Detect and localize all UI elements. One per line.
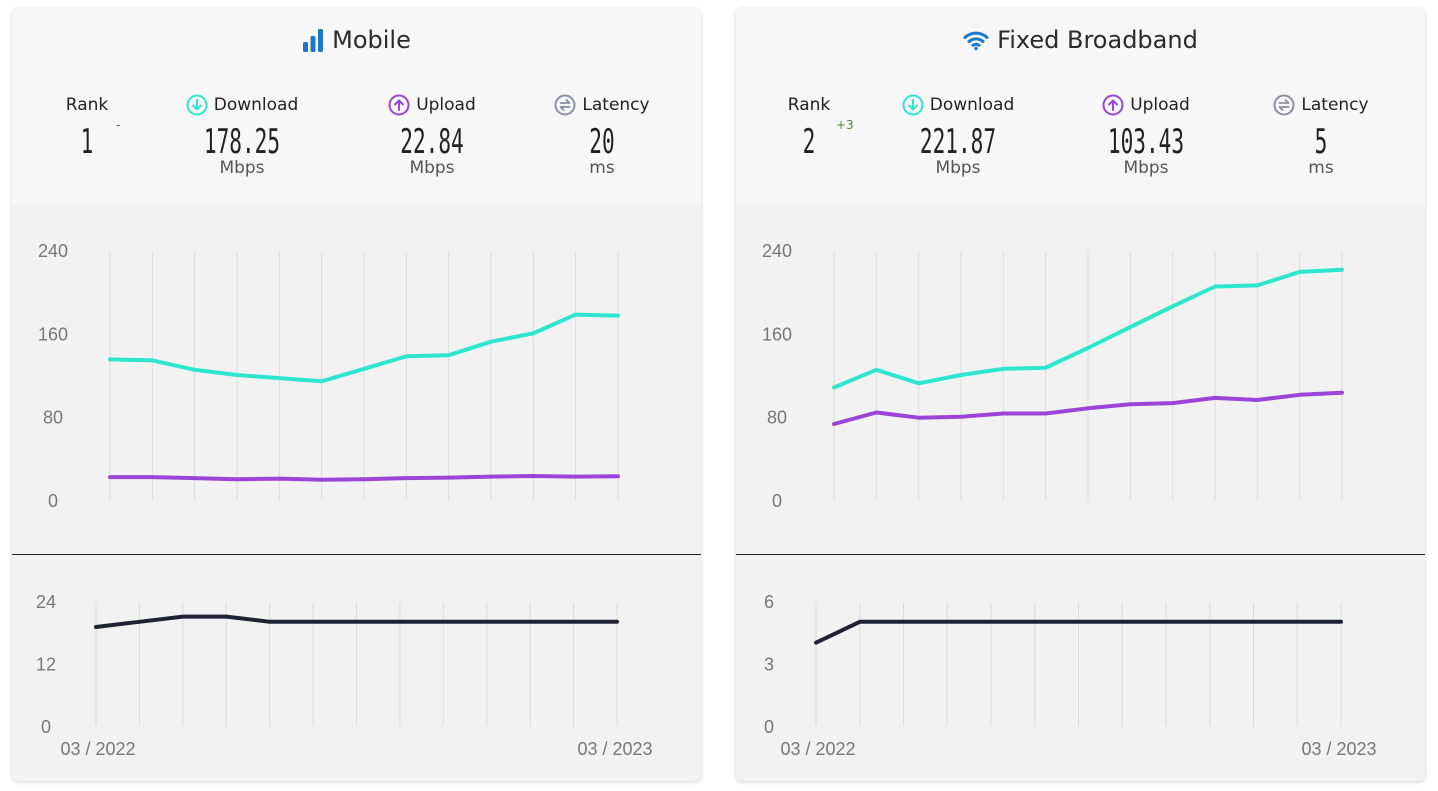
mobile-header: Mobile Rank 1 - Download 178.25 Mbps Upl… bbox=[12, 8, 701, 205]
upload-value: 103.43 bbox=[1107, 122, 1185, 162]
download-series-line bbox=[108, 312, 620, 384]
upload-icon bbox=[1102, 94, 1124, 116]
download-value: 221.87 bbox=[919, 122, 997, 162]
download-metric: Download 178.25 Mbps bbox=[172, 94, 312, 178]
latency-value: 20 bbox=[589, 122, 615, 162]
y-tick-label: 12 bbox=[36, 655, 56, 675]
y-tick-label: 0 bbox=[764, 717, 774, 737]
latency-unit: ms bbox=[589, 158, 615, 178]
x-end-label: 03 / 2023 bbox=[1301, 739, 1376, 759]
rank-metric: Rank 1 bbox=[52, 94, 122, 160]
rank-change: - bbox=[116, 118, 121, 132]
upload-metric: Upload 103.43 Mbps bbox=[1081, 94, 1211, 178]
upload-label: Upload bbox=[1130, 95, 1190, 115]
latency-series-line bbox=[814, 619, 1343, 645]
y-tick-label: 160 bbox=[762, 324, 792, 344]
fixed-title: Fixed Broadband bbox=[736, 26, 1425, 54]
fixed-header: Fixed Broadband Rank 2 +3 Download 221.8… bbox=[736, 8, 1425, 205]
upload-unit: Mbps bbox=[1123, 158, 1169, 178]
upload-label: Upload bbox=[416, 95, 476, 115]
fixed-speed-chart: 0 80 160 240 bbox=[762, 241, 1344, 511]
latency-metric: Latency 20 ms bbox=[537, 94, 667, 178]
chart-divider bbox=[12, 554, 701, 555]
rank-label: Rank bbox=[65, 95, 109, 115]
download-icon bbox=[186, 94, 208, 116]
latency-metric: Latency 5 ms bbox=[1256, 94, 1386, 178]
mobile-speed-chart: 0 80 160 240 bbox=[38, 241, 620, 511]
latency-series-line bbox=[94, 614, 619, 629]
rank-value: 2 bbox=[802, 122, 816, 162]
download-icon bbox=[902, 94, 924, 116]
latency-label: Latency bbox=[1301, 95, 1369, 115]
y-tick-label: 24 bbox=[36, 592, 56, 612]
x-start-label: 03 / 2022 bbox=[780, 739, 855, 759]
download-unit: Mbps bbox=[219, 158, 265, 178]
download-unit: Mbps bbox=[935, 158, 981, 178]
upload-series-line bbox=[832, 390, 1344, 426]
latency-icon bbox=[554, 94, 576, 116]
y-tick-label: 80 bbox=[43, 408, 63, 428]
panel-title-text: Mobile bbox=[332, 26, 411, 54]
chart-divider bbox=[736, 554, 1425, 555]
y-tick-label: 3 bbox=[764, 655, 774, 675]
rank-change: +3 bbox=[836, 118, 854, 132]
rank-label: Rank bbox=[787, 95, 831, 115]
y-tick-label: 0 bbox=[772, 491, 782, 511]
rank-value: 1 bbox=[80, 122, 94, 162]
y-tick-label: 6 bbox=[764, 592, 774, 612]
x-end-label: 03 / 2023 bbox=[577, 739, 652, 759]
y-tick-label: 0 bbox=[41, 717, 51, 737]
y-tick-label: 160 bbox=[38, 324, 68, 344]
mobile-title: Mobile bbox=[12, 26, 701, 54]
y-tick-label: 80 bbox=[767, 408, 787, 428]
signal-bars-icon bbox=[302, 28, 324, 52]
wifi-icon bbox=[963, 29, 989, 51]
latency-value: 5 bbox=[1314, 122, 1328, 162]
x-start-label: 03 / 2022 bbox=[60, 739, 135, 759]
upload-icon bbox=[388, 94, 410, 116]
y-tick-label: 0 bbox=[48, 491, 58, 511]
download-label: Download bbox=[929, 95, 1015, 115]
upload-metric: Upload 22.84 Mbps bbox=[367, 94, 497, 178]
upload-value: 22.84 bbox=[400, 122, 464, 162]
latency-label: Latency bbox=[582, 95, 650, 115]
mobile-panel: Mobile Rank 1 - Download 178.25 Mbps Upl… bbox=[12, 8, 701, 781]
download-series-line bbox=[832, 267, 1344, 390]
y-tick-label: 240 bbox=[762, 241, 792, 261]
rank-metric: Rank 2 bbox=[774, 94, 844, 160]
latency-unit: ms bbox=[1308, 158, 1334, 178]
fixed-broadband-panel: Fixed Broadband Rank 2 +3 Download 221.8… bbox=[736, 8, 1425, 781]
fixed-latency-chart: 0 3 6 03 / 2022 03 / 2023 bbox=[764, 592, 1377, 759]
upload-series-line bbox=[108, 474, 620, 482]
download-label: Download bbox=[213, 95, 299, 115]
download-value: 178.25 bbox=[203, 122, 281, 162]
upload-unit: Mbps bbox=[409, 158, 455, 178]
download-metric: Download 221.87 Mbps bbox=[888, 94, 1028, 178]
panel-title-text: Fixed Broadband bbox=[997, 26, 1198, 54]
latency-icon bbox=[1273, 94, 1295, 116]
mobile-latency-chart: 0 12 24 03 / 2022 03 / 2023 bbox=[36, 592, 653, 759]
y-tick-label: 240 bbox=[38, 241, 68, 261]
